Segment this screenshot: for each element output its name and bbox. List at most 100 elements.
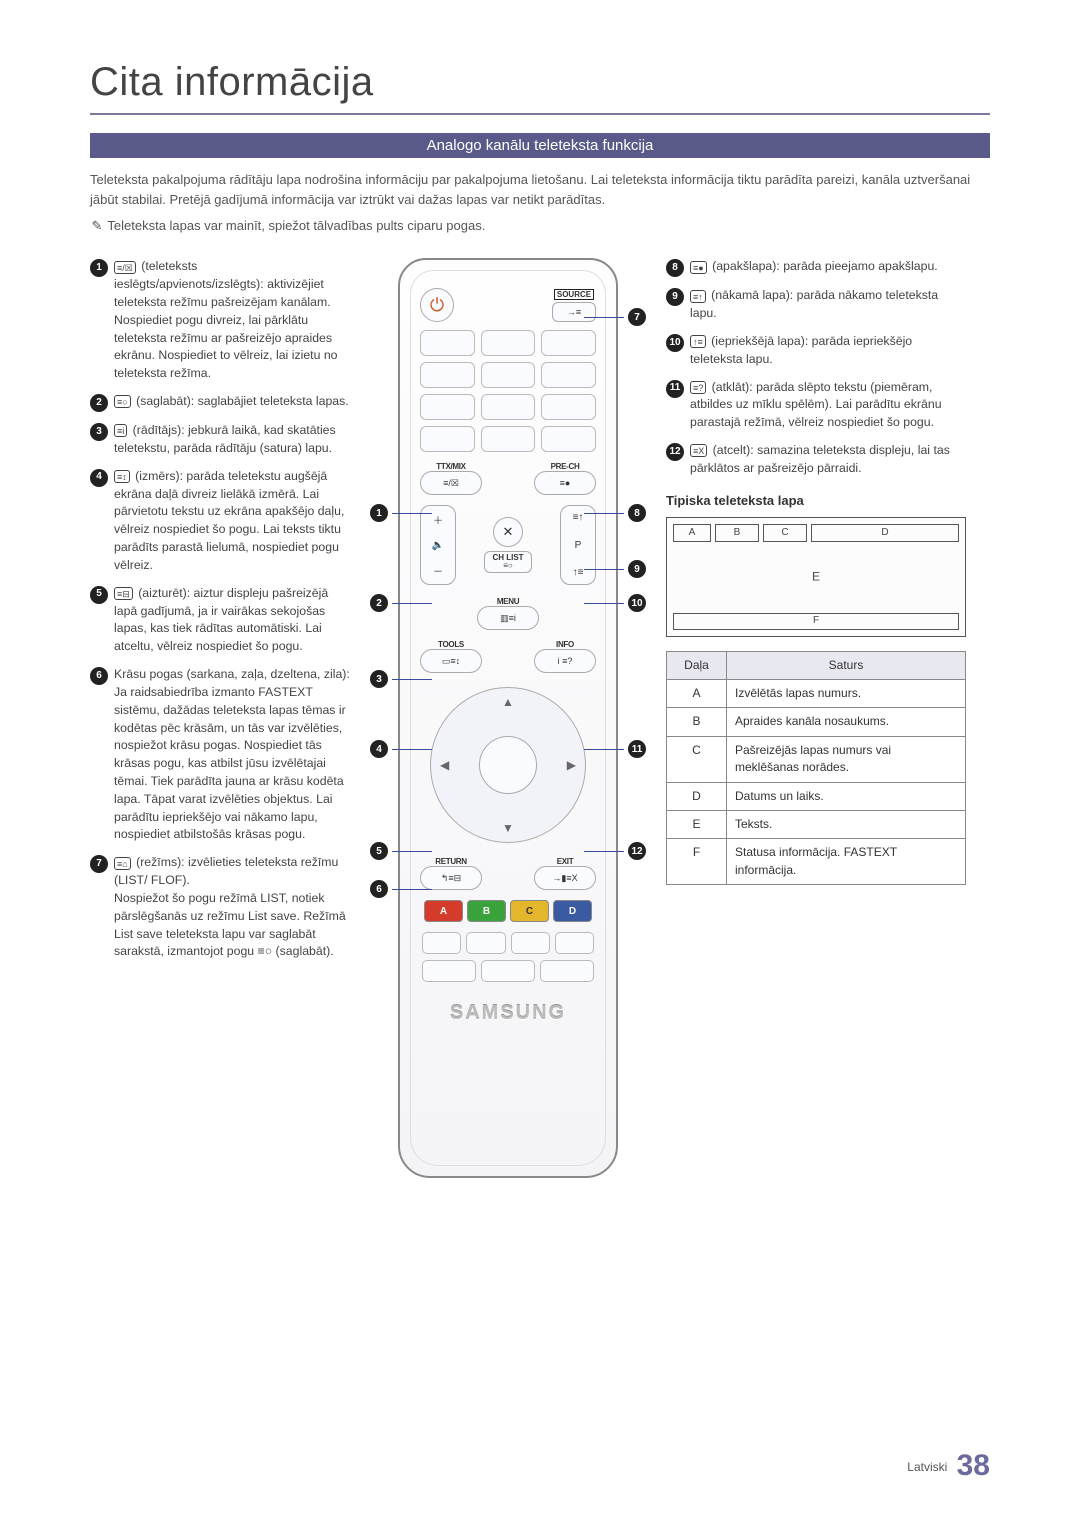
ttx-button[interactable]: ≡/☒: [420, 471, 482, 495]
brand-logo: SAMSUNG: [414, 1002, 602, 1025]
callout-marker: 9: [584, 560, 646, 578]
item-text: (apakšlapa): parāda pieejamo apakšlapu.: [709, 259, 938, 273]
item-number-icon: 5: [90, 586, 108, 604]
item-number-icon: 11: [666, 380, 684, 398]
numbered-item: 2≡○ (saglabāt): saglabājiet teleteksta l…: [90, 393, 350, 412]
menu-label: MENU: [497, 597, 519, 606]
note-icon: ✎: [90, 218, 104, 234]
center-column: ⏻ SOURCE →≡ TTX/MIX ≡/☒: [368, 258, 648, 1178]
numbered-item: 12≡X (atcelt): samazina teleteksta displ…: [666, 442, 966, 478]
tools-group: TOOLS ▭≡↕: [420, 640, 482, 673]
color-button-c[interactable]: C: [510, 900, 549, 922]
callout-number-icon: 9: [628, 560, 646, 578]
note-line: ✎ Teleteksta lapas var mainīt, spiežot t…: [90, 218, 990, 234]
intro-paragraph: Teleteksta pakalpojuma rādītāju lapa nod…: [90, 170, 990, 210]
media-button[interactable]: [466, 932, 505, 954]
media-button[interactable]: [422, 932, 461, 954]
color-button-a[interactable]: A: [424, 900, 463, 922]
callout-number-icon: 2: [370, 594, 388, 612]
teletext-icon: ≡↑: [690, 290, 706, 303]
prech-button[interactable]: ≡●: [534, 471, 596, 495]
callout-line: [584, 851, 624, 852]
teletext-icon: ≡⌂: [114, 857, 131, 870]
item-text: (atcelt): samazina teleteksta displeju, …: [690, 443, 950, 475]
item-number-icon: 8: [666, 259, 684, 277]
item-body: ≡⌂ (režīms): izvēlieties teleteksta režī…: [114, 854, 350, 961]
media-button[interactable]: [555, 932, 594, 954]
num-key[interactable]: [541, 362, 596, 388]
callout-marker: 8: [584, 504, 646, 522]
callout-number-icon: 8: [628, 504, 646, 522]
numbered-item: 11≡? (atklāt): parāda slēpto tekstu (pie…: [666, 379, 966, 432]
td-part: A: [667, 679, 727, 707]
media-button[interactable]: [422, 960, 476, 982]
media-button[interactable]: [540, 960, 594, 982]
media-button[interactable]: [511, 932, 550, 954]
vol-icon: 🔈: [432, 540, 444, 551]
num-key[interactable]: [481, 426, 536, 452]
menu-button[interactable]: ▥≡i: [477, 606, 539, 630]
diagram-cell-f: F: [673, 613, 959, 630]
color-button-b[interactable]: B: [467, 900, 506, 922]
item-number-icon: 10: [666, 334, 684, 352]
teletext-icon: ≡↕: [114, 470, 130, 483]
numbered-item: 8≡● (apakšlapa): parāda pieejamo apakšla…: [666, 258, 966, 277]
callout-line: [392, 513, 432, 514]
ttx-label: TTX/MIX: [436, 462, 465, 471]
num-key[interactable]: [541, 330, 596, 356]
media-button[interactable]: [481, 960, 535, 982]
num-key[interactable]: [481, 362, 536, 388]
num-key[interactable]: [420, 394, 475, 420]
info-button[interactable]: i ≡?: [534, 649, 596, 673]
mute-button[interactable]: ✕: [493, 517, 523, 547]
callout-number-icon: 4: [370, 740, 388, 758]
chlist-sub: ≡○: [503, 562, 513, 570]
document-page: Cita informācija Analogo kanālu teleteks…: [0, 0, 1080, 1218]
item-text: (saglabāt): saglabājiet teleteksta lapas…: [133, 394, 349, 408]
vol-down-icon: －: [433, 563, 443, 578]
chlist-button[interactable]: CH LIST ≡○: [484, 551, 532, 573]
table-row: DDatums un laiks.: [667, 782, 966, 810]
tools-info-row: TOOLS ▭≡↕ INFO i ≡?: [414, 640, 602, 673]
tools-label: TOOLS: [438, 640, 464, 649]
callout-number-icon: 3: [370, 670, 388, 688]
color-button-d[interactable]: D: [553, 900, 592, 922]
prech-group: PRE-CH ≡●: [534, 462, 596, 495]
num-key[interactable]: [541, 426, 596, 452]
num-key[interactable]: [420, 426, 475, 452]
td-part: C: [667, 736, 727, 782]
callout-marker: 11: [584, 740, 646, 758]
remote-control: ⏻ SOURCE →≡ TTX/MIX ≡/☒: [398, 258, 618, 1178]
table-row: AIzvēlētās lapas numurs.: [667, 679, 966, 707]
table-row: ETeksts.: [667, 810, 966, 838]
callout-number-icon: 11: [628, 740, 646, 758]
num-key[interactable]: [420, 362, 475, 388]
numbered-item: 7≡⌂ (režīms): izvēlieties teleteksta rež…: [90, 854, 350, 961]
power-button[interactable]: ⏻: [420, 288, 454, 322]
num-key[interactable]: [420, 330, 475, 356]
center-stack: ✕ CH LIST ≡○: [484, 517, 532, 573]
media-row-1: [414, 932, 602, 954]
exit-button[interactable]: →▮≡X: [534, 866, 596, 890]
item-body: ≡⊟ (aizturēt): aiztur displeju pašreizēj…: [114, 585, 350, 656]
num-key[interactable]: [481, 394, 536, 420]
item-text: (izmērs): parāda teletekstu augšējā ekrā…: [114, 469, 344, 572]
callout-number-icon: 7: [628, 308, 646, 326]
callout-number-icon: 10: [628, 594, 646, 612]
item-text: (nākamā lapa): parāda nākamo teleteksta …: [690, 288, 938, 320]
callout-marker: 1: [370, 504, 432, 522]
return-label: RETURN: [435, 857, 467, 866]
callout-line: [584, 513, 624, 514]
num-key[interactable]: [541, 394, 596, 420]
p-down-icon: ↑≡: [573, 567, 584, 578]
table-row: BApraides kanāla nosaukums.: [667, 708, 966, 736]
ok-button[interactable]: [479, 736, 537, 794]
callout-line: [392, 889, 432, 890]
teletext-icon: ≡X: [690, 444, 707, 457]
teletext-icon: ≡?: [690, 381, 706, 394]
table-row: FStatusa informācija. FASTEXT informācij…: [667, 839, 966, 885]
arrow-left-icon: ◀: [440, 758, 449, 772]
callout-line: [584, 749, 624, 750]
num-key[interactable]: [481, 330, 536, 356]
d-pad[interactable]: ▲ ▼ ◀ ▶: [430, 687, 586, 843]
